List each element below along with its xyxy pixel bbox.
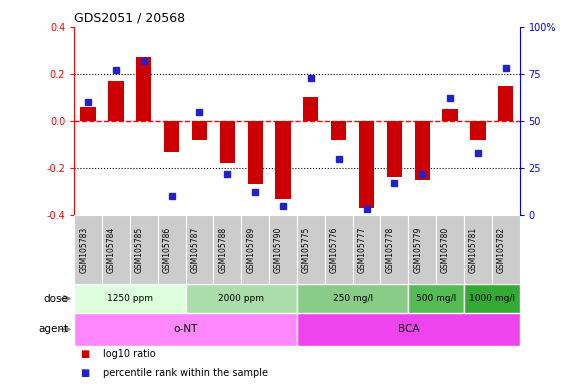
Bar <box>408 284 464 313</box>
Text: ■: ■ <box>80 368 89 378</box>
Bar <box>102 215 130 284</box>
Text: agent: agent <box>38 324 69 334</box>
Bar <box>436 215 464 284</box>
Text: GSM105787: GSM105787 <box>191 227 199 273</box>
Text: 1000 mg/l: 1000 mg/l <box>469 294 515 303</box>
Bar <box>331 121 347 140</box>
Bar <box>158 215 186 284</box>
Bar <box>192 121 207 140</box>
Bar <box>108 81 124 121</box>
Text: GSM105777: GSM105777 <box>357 227 367 273</box>
Text: GSM105790: GSM105790 <box>274 227 283 273</box>
Bar <box>297 284 408 313</box>
Text: GSM105789: GSM105789 <box>246 227 255 273</box>
Bar <box>303 98 319 121</box>
Text: GSM105780: GSM105780 <box>441 227 450 273</box>
Bar <box>186 215 214 284</box>
Bar <box>74 313 297 346</box>
Text: GSM105778: GSM105778 <box>385 227 395 273</box>
Text: GSM105788: GSM105788 <box>218 227 227 273</box>
Bar <box>164 121 179 152</box>
Bar <box>269 215 297 284</box>
Bar <box>186 284 297 313</box>
Bar <box>359 121 374 208</box>
Bar <box>81 107 96 121</box>
Bar <box>275 121 291 199</box>
Text: BCA: BCA <box>397 324 419 334</box>
Text: GSM105782: GSM105782 <box>497 227 506 273</box>
Bar <box>220 121 235 163</box>
Bar <box>464 284 520 313</box>
Bar <box>492 215 520 284</box>
Bar <box>247 121 263 184</box>
Bar <box>443 109 458 121</box>
Bar <box>297 215 325 284</box>
Text: 1250 ppm: 1250 ppm <box>107 294 153 303</box>
Text: GDS2051 / 20568: GDS2051 / 20568 <box>74 11 186 24</box>
Bar <box>408 215 436 284</box>
Bar <box>415 121 430 180</box>
Bar <box>241 215 269 284</box>
Bar <box>325 215 353 284</box>
Text: o-NT: o-NT <box>174 324 198 334</box>
Text: 500 mg/l: 500 mg/l <box>416 294 456 303</box>
Bar <box>352 215 380 284</box>
Bar <box>130 215 158 284</box>
Text: GSM105775: GSM105775 <box>302 227 311 273</box>
Text: dose: dose <box>43 293 69 304</box>
Bar <box>387 121 402 177</box>
Text: GSM105784: GSM105784 <box>107 227 116 273</box>
Text: 2000 ppm: 2000 ppm <box>218 294 264 303</box>
Text: GSM105783: GSM105783 <box>79 227 88 273</box>
Bar <box>464 215 492 284</box>
Bar <box>297 313 520 346</box>
Bar <box>136 58 151 121</box>
Text: GSM105779: GSM105779 <box>413 227 422 273</box>
Bar <box>380 215 408 284</box>
Bar <box>74 215 102 284</box>
Text: GSM105785: GSM105785 <box>135 227 144 273</box>
Text: percentile rank within the sample: percentile rank within the sample <box>103 368 268 378</box>
Text: GSM105786: GSM105786 <box>163 227 172 273</box>
Text: ■: ■ <box>80 349 89 359</box>
Bar <box>214 215 241 284</box>
Text: GSM105781: GSM105781 <box>469 227 478 273</box>
Bar <box>470 121 485 140</box>
Text: 250 mg/l: 250 mg/l <box>332 294 373 303</box>
Text: log10 ratio: log10 ratio <box>103 349 155 359</box>
Bar <box>498 86 513 121</box>
Bar <box>74 284 186 313</box>
Text: GSM105776: GSM105776 <box>329 227 339 273</box>
